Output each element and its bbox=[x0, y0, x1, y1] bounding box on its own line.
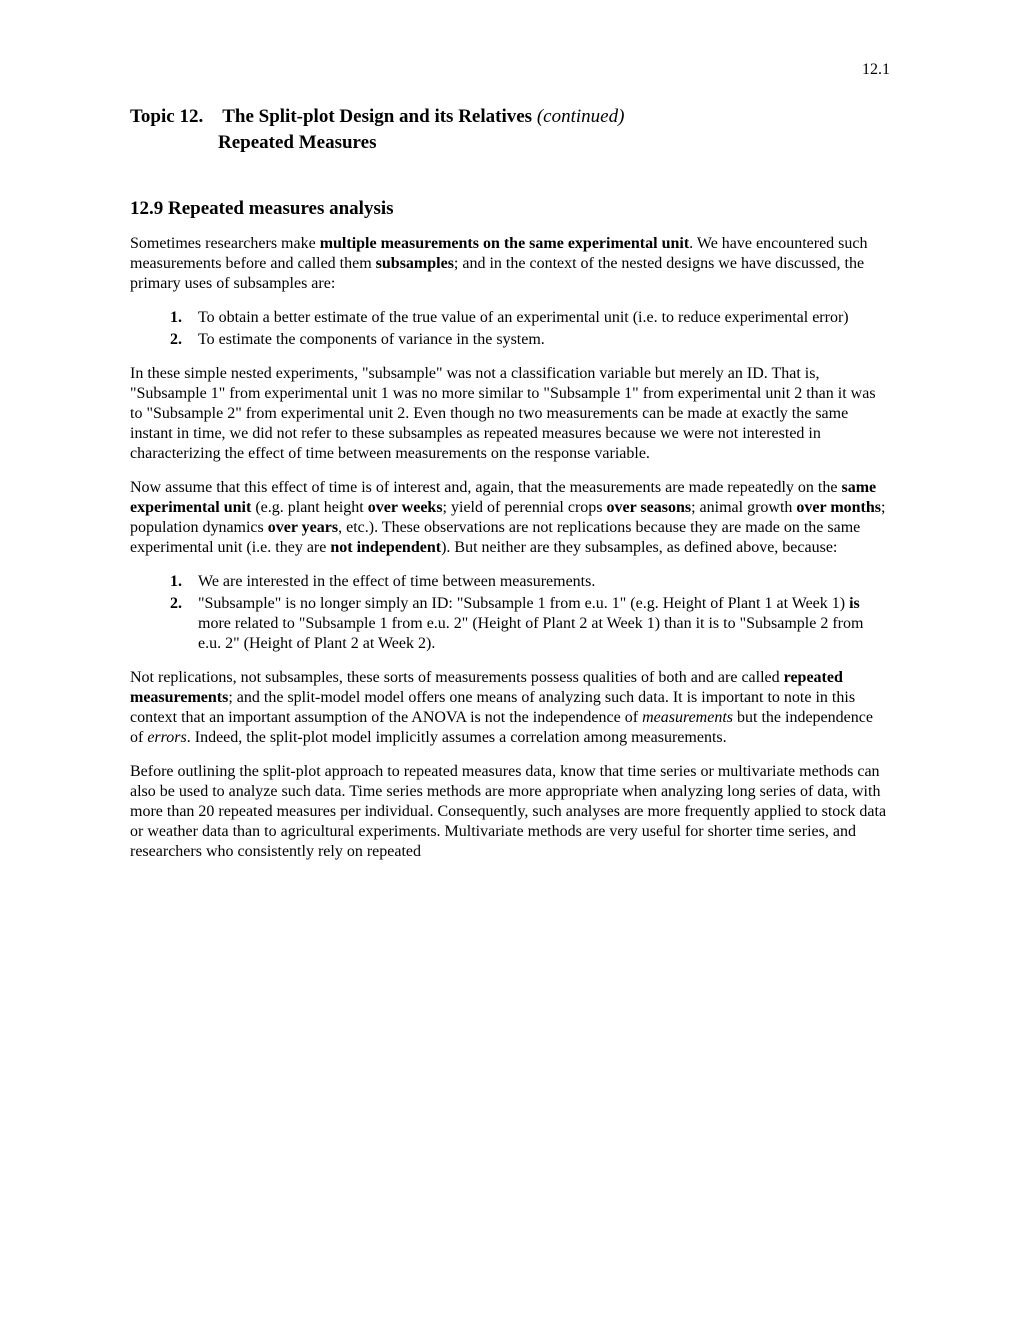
list-number: 1. bbox=[170, 572, 198, 592]
list-text: To obtain a better estimate of the true … bbox=[198, 308, 890, 328]
list-item: 2. "Subsample" is no longer simply an ID… bbox=[170, 594, 890, 654]
text: "Subsample" is no longer simply an ID: "… bbox=[198, 595, 849, 612]
topic-spacer bbox=[208, 106, 218, 127]
paragraph-2: In these simple nested experiments, "sub… bbox=[130, 364, 890, 464]
list-2: 1. We are interested in the effect of ti… bbox=[130, 572, 890, 654]
list-number: 1. bbox=[170, 308, 198, 328]
italic-text: errors bbox=[147, 729, 186, 746]
text: Now assume that this effect of time is o… bbox=[130, 479, 841, 496]
bold-text: over months bbox=[796, 499, 881, 516]
text: ). But neither are they subsamples, as d… bbox=[441, 539, 837, 556]
list-1: 1. To obtain a better estimate of the tr… bbox=[130, 308, 890, 350]
list-text: To estimate the components of variance i… bbox=[198, 330, 890, 350]
topic-heading: Topic 12. The Split-plot Design and its … bbox=[130, 105, 890, 129]
italic-text: measurements bbox=[642, 709, 733, 726]
text: (e.g. plant height bbox=[251, 499, 367, 516]
text: ; yield of perennial crops bbox=[443, 499, 607, 516]
bold-text: is bbox=[849, 595, 860, 612]
list-item: 1. We are interested in the effect of ti… bbox=[170, 572, 890, 592]
text: Sometimes researchers make bbox=[130, 235, 320, 252]
paragraph-3: Now assume that this effect of time is o… bbox=[130, 478, 890, 558]
paragraph-4: Not replications, not subsamples, these … bbox=[130, 668, 890, 748]
paragraph-5: Before outlining the split-plot approach… bbox=[130, 762, 890, 862]
page-number: 12.1 bbox=[862, 60, 890, 80]
bold-text: over years bbox=[268, 519, 338, 536]
page: 12.1 Topic 12. The Split-plot Design and… bbox=[0, 0, 1020, 1320]
list-text: "Subsample" is no longer simply an ID: "… bbox=[198, 594, 890, 654]
text: . Indeed, the split-plot model implicitl… bbox=[187, 729, 727, 746]
bold-text: not independent bbox=[330, 539, 441, 556]
bold-text: multiple measurements on the same experi… bbox=[320, 235, 689, 252]
list-number: 2. bbox=[170, 594, 198, 654]
bold-text: over weeks bbox=[368, 499, 443, 516]
topic-label: Topic 12. bbox=[130, 106, 203, 127]
list-number: 2. bbox=[170, 330, 198, 350]
text: Not replications, not subsamples, these … bbox=[130, 669, 784, 686]
section-heading: 12.9 Repeated measures analysis bbox=[130, 197, 890, 221]
list-item: 1. To obtain a better estimate of the tr… bbox=[170, 308, 890, 328]
topic-title: The Split-plot Design and its Relatives bbox=[222, 106, 532, 127]
bold-text: over seasons bbox=[607, 499, 692, 516]
paragraph-1: Sometimes researchers make multiple meas… bbox=[130, 234, 890, 294]
topic-subtitle: Repeated Measures bbox=[218, 131, 890, 155]
list-item: 2. To estimate the components of varianc… bbox=[170, 330, 890, 350]
bold-text: subsamples bbox=[376, 255, 454, 272]
list-text: We are interested in the effect of time … bbox=[198, 572, 890, 592]
topic-continued: (continued) bbox=[537, 106, 625, 127]
text: more related to "Subsample 1 from e.u. 2… bbox=[198, 615, 863, 652]
text: ; animal growth bbox=[691, 499, 796, 516]
